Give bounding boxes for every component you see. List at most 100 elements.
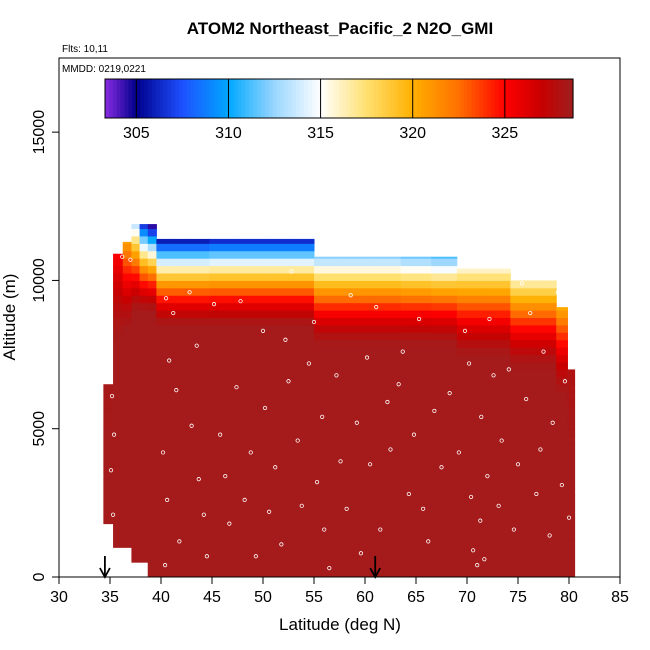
heatmap-cell: [103, 456, 114, 465]
y-tick-label: 0: [31, 572, 48, 581]
colorbar-segment: [413, 79, 418, 118]
heatmap-cell: [168, 361, 187, 370]
colorbar-segment: [471, 79, 477, 118]
heatmap-cell: [293, 428, 315, 437]
heatmap-cell: [510, 317, 537, 326]
heatmap-cell: [314, 413, 340, 422]
heatmap-cell: [131, 458, 141, 467]
heatmap-cell: [156, 517, 170, 526]
heatmap-cell: [237, 332, 269, 341]
heatmap-cell: [186, 495, 210, 504]
heatmap-cell: [456, 302, 483, 311]
heatmap-cell: [482, 547, 511, 556]
heatmap-cell: [122, 458, 132, 467]
heatmap-cell: [209, 287, 238, 296]
heatmap-cell: [147, 273, 157, 281]
heatmap-cell: [139, 280, 149, 289]
heatmap-cell: [339, 406, 371, 415]
heatmap-cell: [131, 332, 141, 341]
heatmap-cell: [147, 428, 157, 437]
heatmap-cell: [103, 390, 114, 399]
heatmap-cell: [400, 569, 432, 578]
heatmap-cell: [156, 376, 170, 385]
heatmap-cell: [113, 436, 124, 445]
heatmap-cell: [370, 532, 402, 541]
heatmap-cell: [293, 317, 315, 326]
heatmap-cell: [556, 347, 568, 356]
colorbar-segment: [167, 79, 172, 118]
heatmap-cell: [186, 532, 210, 541]
heatmap-cell: [482, 502, 511, 511]
heatmap-cell: [431, 443, 458, 452]
heatmap-cell: [237, 238, 269, 244]
heatmap-cell: [237, 413, 269, 422]
heatmap-cell: [567, 569, 576, 578]
x-axis: 30 35 40 45 50 55 60 65 70 75 80 85: [50, 577, 629, 606]
heatmap-cell: [131, 324, 141, 333]
heatmap-cell: [186, 347, 210, 356]
heatmap-cell: [122, 250, 132, 259]
heatmap-cell: [293, 488, 315, 496]
heatmap-cell: [400, 310, 432, 318]
heatmap-cell: [186, 480, 210, 489]
heatmap-cell: [209, 391, 238, 400]
heatmap-cell: [535, 310, 557, 318]
heatmap-cell: [400, 406, 432, 415]
heatmap-cell: [237, 310, 269, 318]
heatmap-cell: [482, 569, 511, 578]
heatmap-cell: [113, 399, 124, 407]
heatmap-cell: [370, 510, 402, 519]
heatmap-cell: [567, 495, 576, 504]
heatmap-cell: [156, 436, 170, 445]
heatmap-cell: [113, 324, 124, 333]
heatmap-cell: [293, 443, 315, 452]
heatmap-cell: [314, 547, 340, 556]
heatmap-cell: [431, 532, 458, 541]
heatmap-cell: [456, 324, 483, 333]
heatmap-cell: [147, 361, 157, 370]
heatmap-cell: [431, 458, 458, 467]
sample-point: [322, 527, 327, 532]
heatmap-cell: [122, 443, 132, 452]
heatmap-cell: [314, 287, 340, 296]
heatmap-cell: [339, 428, 371, 437]
heatmap-cell: [122, 436, 132, 445]
heatmap-cell: [139, 413, 149, 422]
heatmap-cell: [535, 539, 557, 548]
heatmap-cell: [147, 554, 157, 563]
heatmap-cell: [482, 465, 511, 474]
heatmap-cell: [456, 421, 483, 430]
heatmap-cell: [209, 510, 238, 519]
heatmap-cell: [186, 539, 210, 548]
heatmap-cell: [147, 406, 157, 415]
heatmap-cell: [314, 510, 340, 519]
heatmap-cell: [339, 287, 371, 296]
heatmap-cell: [237, 547, 269, 556]
heatmap-cell: [456, 569, 483, 578]
heatmap-cell: [186, 517, 210, 526]
heatmap-cell: [456, 554, 483, 563]
heatmap-cell: [400, 376, 432, 385]
heatmap-cell: [131, 258, 141, 267]
heatmap-cell: [293, 384, 315, 393]
heatmap-cell: [535, 495, 557, 504]
sample-point: [487, 316, 492, 322]
heatmap-cell: [131, 532, 141, 541]
sample-point: [506, 367, 511, 372]
heatmap-cell: [113, 310, 124, 318]
heatmap-cell: [482, 273, 511, 281]
heatmap-cell: [186, 302, 210, 311]
heatmap-cell: [456, 406, 483, 415]
sample-point: [111, 432, 117, 437]
colorbar-segment: [417, 79, 422, 118]
heatmap-cell: [339, 436, 371, 445]
heatmap-cell: [186, 525, 210, 534]
heatmap-cell: [556, 480, 568, 489]
colorbar-segment: [300, 79, 305, 118]
heatmap-cell: [168, 347, 187, 356]
heatmap-cell: [482, 280, 511, 289]
heatmap-cell: [186, 332, 210, 341]
heatmap-cell: [268, 480, 295, 489]
heatmap-cell: [456, 347, 483, 356]
heatmap-cell: [147, 347, 157, 356]
